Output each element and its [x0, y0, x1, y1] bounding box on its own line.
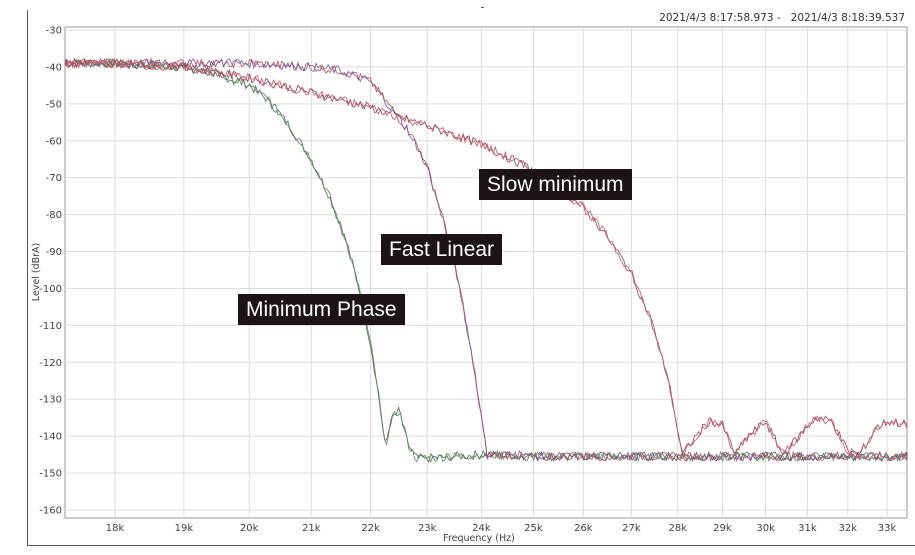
frame-left-border [27, 10, 28, 545]
x-tick-label: 24k [472, 523, 491, 534]
series-trace [64, 57, 908, 462]
title-dash [481, 7, 484, 8]
y-tick-label: -100 [39, 284, 62, 295]
y-tick-label: -30 [46, 26, 62, 37]
x-tick-label: 26k [574, 523, 593, 534]
y-tick-label: -150 [39, 469, 62, 480]
timestamp-range: 2021/4/3 8:17:58.973 - 2021/4/3 8:18:39.… [659, 12, 905, 24]
y-tick-label: -70 [46, 173, 62, 184]
y-axis-ticks: -30 -40 -50 -60 -70 -80 -90 -100 -110 -120 -130 -14… [39, 26, 62, 517]
x-tick-label: 30k [756, 523, 775, 534]
x-tick-label: 29k [713, 523, 732, 534]
y-tick-label: -140 [39, 432, 62, 443]
x-axis-ticks: 18k 19k 20k 21k 22k 23k 24k 25k 26k 27k 28k 29k 30k 3… [106, 523, 897, 534]
x-tick-label: 20k [240, 523, 259, 534]
series-lines [64, 57, 908, 464]
x-axis-title: Frequency (Hz) [443, 533, 515, 544]
y-tick-label: -130 [39, 395, 62, 406]
x-tick-label: 27k [622, 523, 641, 534]
annotation-minimum-phase: Minimum Phase [238, 294, 405, 325]
x-tick-label: 23k [418, 523, 437, 534]
x-tick-label: 18k [106, 523, 125, 534]
x-tick-label: 32k [839, 523, 858, 534]
x-tick-label: 21k [302, 523, 321, 534]
grid-lines [65, 27, 907, 518]
x-tick-label: 25k [524, 523, 543, 534]
x-tick-label: 31k [798, 523, 817, 534]
y-tick-label: -80 [46, 210, 62, 221]
x-tick-label: 22k [361, 523, 380, 534]
x-tick-label: 33k [878, 523, 897, 534]
x-tick-label: 19k [175, 523, 194, 534]
series-trace [64, 57, 908, 456]
series-trace [64, 57, 908, 459]
y-tick-label: -90 [46, 247, 62, 258]
annotation-fast-linear: Fast Linear [381, 234, 503, 265]
y-tick-label: -60 [46, 136, 62, 147]
y-tick-label: -120 [39, 358, 62, 369]
frame-bottom-border [27, 545, 915, 546]
annotation-slow-minimum: Slow minimum [479, 169, 632, 200]
y-tick-label: -50 [46, 99, 62, 110]
y-tick-label: -110 [39, 321, 62, 332]
x-tick-label: 28k [668, 523, 687, 534]
y-tick-label: -40 [46, 62, 62, 73]
y-axis-title: Level (dBrA) [31, 243, 42, 301]
y-tick-label: -160 [39, 505, 62, 516]
